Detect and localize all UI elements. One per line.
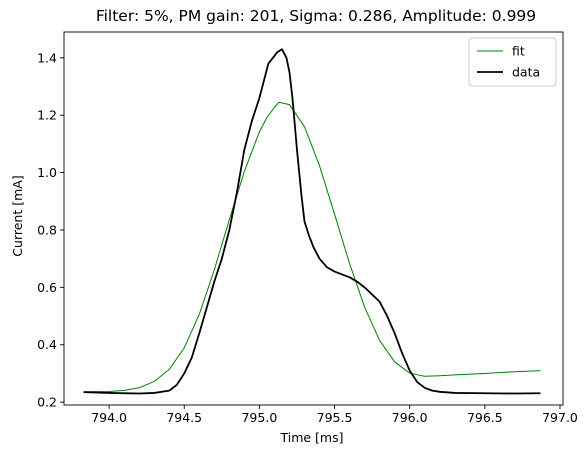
legend: fit data — [468, 37, 557, 87]
legend-box — [468, 37, 557, 87]
axes: 794.0 794.5 795.0 795.5 796.0 796.5 797.0 0.2 0.… — [37, 31, 578, 425]
chart-title: Filter: 5%, PM gain: 201, Sigma: 0.286, … — [96, 7, 536, 25]
y-tick-label: 1.4 — [37, 50, 57, 65]
legend-label-fit: fit — [512, 44, 525, 59]
y-tick-label: 0.6 — [37, 280, 57, 295]
y-tick-label: 0.4 — [37, 337, 57, 352]
x-tick-label: 794.5 — [166, 410, 202, 425]
x-tick-label: 795.5 — [317, 410, 353, 425]
x-tick-label: 797.0 — [542, 410, 578, 425]
y-tick-label: 1.2 — [37, 108, 57, 123]
plot-series — [83, 48, 541, 395]
legend-label-data: data — [512, 65, 540, 80]
x-tick-label: 796.0 — [392, 410, 428, 425]
x-tick-label: 794.0 — [91, 410, 127, 425]
plot-frame — [63, 31, 564, 406]
x-axis-label: Time [ms] — [279, 430, 343, 445]
series-line-data — [83, 48, 541, 395]
y-tick-label: 1.0 — [37, 165, 57, 180]
y-tick-label: 0.2 — [37, 395, 57, 410]
x-tick-label: 795.0 — [241, 410, 277, 425]
series-line-fit — [83, 101, 541, 393]
y-tick-label: 0.8 — [37, 222, 57, 237]
y-axis-label: Current [mA] — [10, 175, 25, 256]
x-tick-label: 796.5 — [467, 410, 503, 425]
